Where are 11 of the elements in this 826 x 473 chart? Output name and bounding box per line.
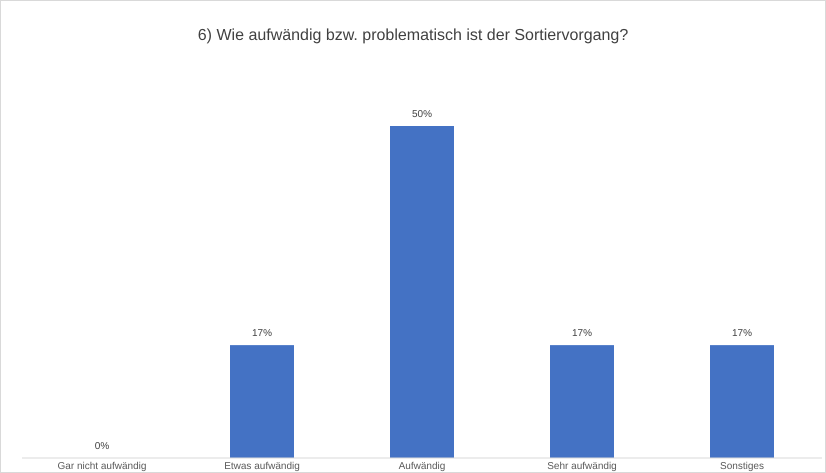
chart-title: 6) Wie aufwändig bzw. problematisch ist der Sortiervorgang? (198, 27, 628, 44)
x-tick-label: Sonstiges (720, 461, 764, 472)
data-label: 17% (732, 328, 752, 340)
data-label: 17% (572, 328, 592, 340)
x-tick-label: Gar nicht aufwändig (58, 461, 146, 472)
x-tick-label: Aufwändig (398, 461, 446, 472)
data-label: 0% (94, 441, 110, 452)
data-label: 50% (412, 109, 432, 120)
x-tick-label: Etwas aufwändig (224, 461, 300, 472)
data-label: 17% (252, 328, 272, 340)
x-tick-label: Sehr aufwändig (547, 461, 617, 472)
